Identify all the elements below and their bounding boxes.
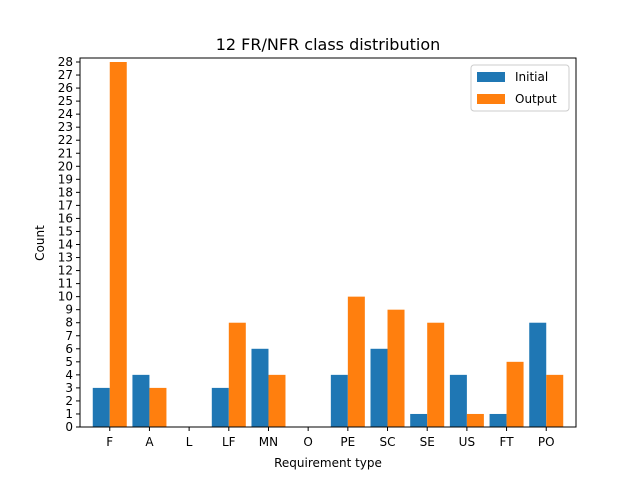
x-tick-label: SE	[420, 435, 435, 449]
y-tick-label: 21	[58, 146, 73, 160]
y-axis-label: Count	[33, 225, 47, 261]
y-tick-label: 28	[58, 55, 73, 69]
y-tick-label: 8	[65, 316, 73, 330]
bar-initial-a	[132, 374, 150, 427]
plot-frame	[79, 57, 577, 428]
x-tick-label: PE	[340, 435, 355, 449]
x-tick-label: O	[303, 435, 312, 449]
y-tick-label: 2	[65, 394, 73, 408]
x-tick-label: PO	[538, 435, 555, 449]
y-tick-label: 16	[58, 211, 73, 225]
legend: Initial Output	[470, 64, 570, 112]
chart-title: 12 FR/NFR class distribution	[216, 35, 441, 54]
y-tick-label: 13	[58, 251, 73, 265]
x-tick-label: F	[106, 435, 113, 449]
y-tick-label: 11	[58, 277, 73, 291]
bar-output-mn	[268, 374, 286, 427]
bar-initial-f	[92, 387, 110, 427]
y-tick-label: 7	[65, 329, 73, 343]
bars-group	[92, 62, 564, 427]
y-tick-label: 23	[58, 120, 73, 134]
y-tick-label: 0	[65, 420, 73, 434]
bar-initial-mn	[251, 348, 269, 427]
y-tick-label: 10	[58, 290, 73, 304]
x-tick-label: L	[186, 435, 193, 449]
x-axis-label: Requirement type	[274, 456, 382, 470]
y-tick-label: 1	[65, 407, 73, 421]
y-tick-label: 12	[58, 264, 73, 278]
bar-initial-us	[449, 374, 467, 427]
x-tick-label: FT	[500, 435, 515, 449]
bar-output-po	[546, 374, 564, 427]
x-tick-label: A	[145, 435, 154, 449]
x-tick-label: LF	[222, 435, 236, 449]
y-tick-label: 22	[58, 133, 73, 147]
bar-output-us	[466, 413, 484, 427]
legend-swatch-initial	[477, 72, 505, 82]
bar-initial-lf	[211, 387, 229, 427]
y-tick-label: 5	[65, 355, 73, 369]
y-tick-label: 18	[58, 185, 73, 199]
bar-output-lf	[228, 322, 246, 427]
bar-initial-se	[410, 413, 428, 427]
bar-initial-po	[529, 322, 547, 427]
bar-output-f	[109, 62, 127, 427]
y-ticks-group: 0123456789101112131415161718192021222324…	[58, 55, 80, 434]
x-tick-label: US	[459, 435, 475, 449]
y-tick-label: 26	[58, 81, 73, 95]
y-tick-label: 15	[58, 224, 73, 238]
bar-initial-ft	[489, 413, 507, 427]
y-tick-label: 6	[65, 342, 73, 356]
x-ticks-group: F A L LF MN O PE SC SE US FT PO	[106, 427, 555, 449]
bar-initial-pe	[330, 374, 348, 427]
bar-output-pe	[347, 296, 365, 427]
legend-label-output: Output	[515, 92, 557, 106]
y-tick-label: 27	[58, 68, 73, 82]
x-tick-label: SC	[380, 435, 396, 449]
bar-output-se	[427, 322, 445, 427]
y-tick-label: 4	[65, 368, 73, 382]
bar-initial-sc	[370, 348, 388, 427]
y-tick-label: 14	[58, 238, 73, 252]
y-tick-label: 24	[58, 107, 73, 121]
y-tick-label: 19	[58, 172, 73, 186]
y-tick-label: 3	[65, 381, 73, 395]
legend-label-initial: Initial	[515, 70, 548, 84]
legend-swatch-output	[477, 94, 505, 104]
y-tick-label: 17	[58, 198, 73, 212]
y-tick-label: 25	[58, 94, 73, 108]
bar-output-a	[149, 387, 167, 427]
y-tick-label: 9	[65, 303, 73, 317]
y-tick-label: 20	[58, 159, 73, 173]
bar-output-sc	[387, 309, 405, 427]
x-tick-label: MN	[259, 435, 278, 449]
bar-output-ft	[506, 361, 524, 427]
